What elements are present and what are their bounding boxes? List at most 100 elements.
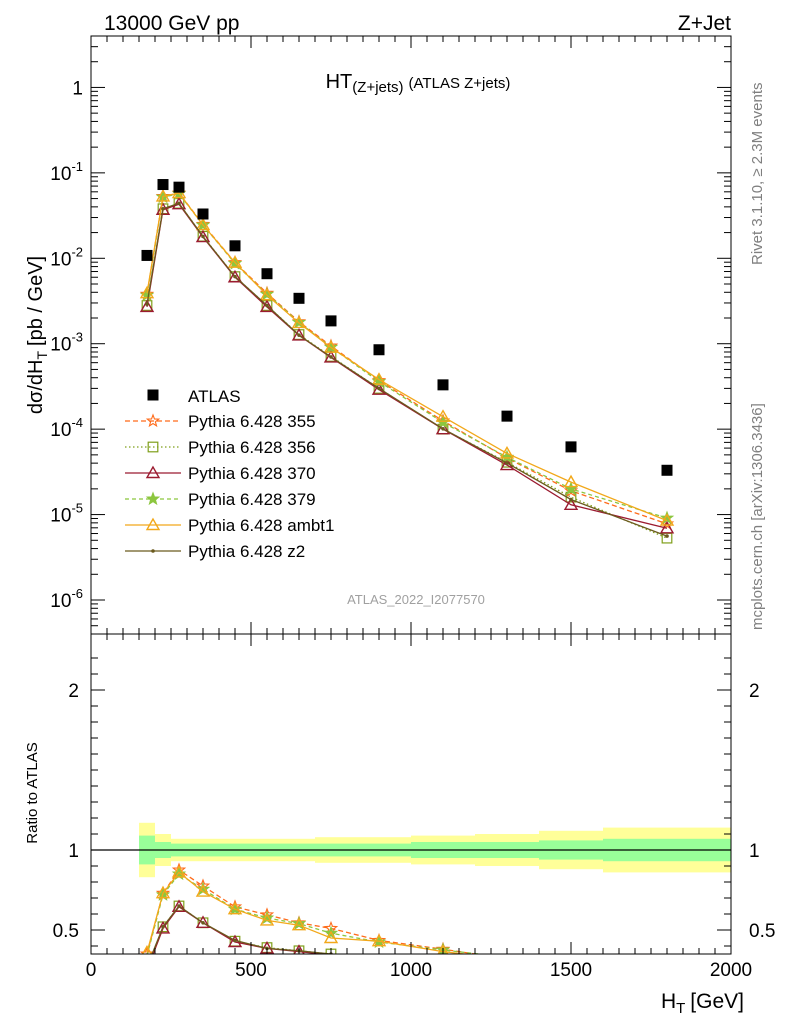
- x-tick-label: 0: [86, 960, 97, 981]
- marker-triangle: [435, 409, 451, 422]
- legend-label: Pythia 6.428 370: [188, 464, 316, 483]
- marker-triangle: [171, 864, 187, 878]
- marker-triangle: [139, 299, 155, 313]
- ratio-uncertainty-bands: [91, 822, 731, 878]
- marker-triangle: [323, 930, 339, 944]
- marker-star: [139, 946, 155, 954]
- marker-dot: [569, 497, 573, 502]
- marker-dot: [201, 921, 205, 925]
- marker-dot: [201, 234, 205, 239]
- marker-triangle: [195, 217, 211, 231]
- marker-star: [563, 483, 579, 497]
- marker-dot: [177, 201, 181, 206]
- legend-label: Pythia 6.428 356: [188, 438, 316, 457]
- y-tick-label: 10-5: [50, 501, 83, 527]
- marker-triangle: [371, 933, 387, 947]
- marker-data: [261, 268, 273, 280]
- marker-dot: [297, 333, 301, 337]
- marker-triangle: [259, 299, 275, 313]
- marker-triangle: [227, 901, 243, 915]
- marker-star: [291, 916, 307, 930]
- series-line-5: [146, 202, 668, 537]
- marker-data: [373, 344, 385, 356]
- y-tick-label: 1: [72, 78, 83, 99]
- ratio-y-tick-label: 0.5: [53, 921, 79, 942]
- marker-triangle: [291, 328, 307, 341]
- ratio-y-tick-label: 1: [68, 841, 79, 862]
- legend-label: Pythia 6.428 z2: [188, 542, 305, 561]
- ratio-line-0: [146, 869, 480, 954]
- x-tick-label: 1500: [550, 960, 592, 981]
- marker-triangle: [155, 189, 171, 202]
- marker-triangle: [563, 474, 579, 488]
- mcplots-side-label: mcplots.cern.ch [arXiv:1306.3436]: [749, 403, 766, 630]
- ylabel-sub: T: [34, 351, 50, 360]
- marker-triangle: [259, 912, 275, 926]
- marker-star: [145, 413, 161, 428]
- marker-data: [501, 410, 513, 422]
- ratio-line-4: [146, 871, 471, 954]
- marker-dot: [233, 938, 237, 943]
- marker-triangle: [171, 899, 187, 912]
- marker-dot: [161, 925, 165, 929]
- marker-dot: [177, 904, 181, 908]
- y-tick-label: 10-1: [50, 159, 83, 185]
- marker-dot: [145, 302, 149, 307]
- axes-group: 0 500 1000 1500 2000 10-6 10-5 10-4 10-3 10-2 10-1…: [50, 35, 775, 981]
- marker-triangle: [227, 255, 243, 268]
- marker-triangle: [155, 885, 171, 899]
- marker-star: [291, 314, 307, 329]
- y-tick-label: 10-4: [50, 415, 83, 441]
- y-tick-label: 10-3: [50, 330, 83, 356]
- ratio-y-tick-label-right: 2: [749, 681, 760, 702]
- marker-triangle: [145, 517, 161, 531]
- x-axis-label: HT [GeV]: [661, 990, 744, 1017]
- marker-triangle: [323, 350, 339, 363]
- main-series-group: [139, 179, 675, 544]
- header-right-label: Z+Jet: [678, 12, 731, 35]
- title-tail: (ATLAS Z+jets): [409, 75, 511, 92]
- marker-star: [259, 286, 275, 301]
- legend-label: Pythia 6.428 ambt1: [188, 516, 334, 535]
- xlabel-main: H: [661, 990, 676, 1013]
- marker-triangle: [437, 944, 449, 954]
- marker-triangle: [435, 421, 451, 435]
- marker-dot: [265, 303, 269, 308]
- plot-title: HT(Z+jets) (ATLAS Z+jets): [326, 71, 511, 96]
- ylabel-unit: [pb / GeV]: [25, 256, 47, 346]
- marker-dot: [161, 206, 165, 211]
- marker-data: [565, 441, 577, 453]
- ratio-y-axis-label: Ratio to ATLAS: [24, 742, 41, 843]
- legend: ATLAS Pythia 6.428 355 Pythia 6.428 356 Pyt…: [125, 387, 334, 561]
- title-main: HT: [326, 71, 353, 93]
- legend-label: Pythia 6.428 379: [188, 490, 316, 509]
- xlabel-unit: [GeV]: [690, 990, 744, 1013]
- marker-triangle: [499, 445, 515, 459]
- ratio-y-tick-label: 2: [68, 681, 79, 702]
- rivet-side-label: Rivet 3.1.10, ≥ 2.3M events: [749, 83, 766, 266]
- marker-triangle: [371, 382, 387, 395]
- x-tick-label: 500: [235, 960, 267, 981]
- marker-triangle: [139, 285, 155, 299]
- series-line-4: [146, 192, 668, 522]
- marker-triangle: [171, 196, 187, 210]
- main-frame: [90, 35, 732, 635]
- main-y-axis-label: dσ/dHT [pb / GeV]: [25, 256, 50, 414]
- marker-data: [157, 179, 169, 191]
- marker-data: [325, 315, 337, 327]
- marker-star: [323, 339, 339, 354]
- analysis-id-label: ATLAS_2022_I2077570: [347, 592, 485, 607]
- header-left-label: 13000 GeV pp: [104, 12, 239, 35]
- title-sub: (Z+jets): [352, 79, 403, 96]
- marker-triangle: [155, 920, 171, 934]
- marker-triangle: [155, 202, 171, 215]
- xlabel-sub: T: [676, 1000, 685, 1017]
- marker-triangle: [195, 884, 211, 897]
- marker-dot: [233, 274, 237, 279]
- ylabel-main: dσ/dH: [25, 360, 47, 415]
- legend-label-data: ATLAS: [188, 387, 241, 406]
- marker-triangle: [141, 944, 153, 954]
- marker-data: [141, 249, 153, 261]
- marker-dot: [151, 549, 155, 553]
- ratio-y-tick-label-right: 0.5: [749, 921, 775, 942]
